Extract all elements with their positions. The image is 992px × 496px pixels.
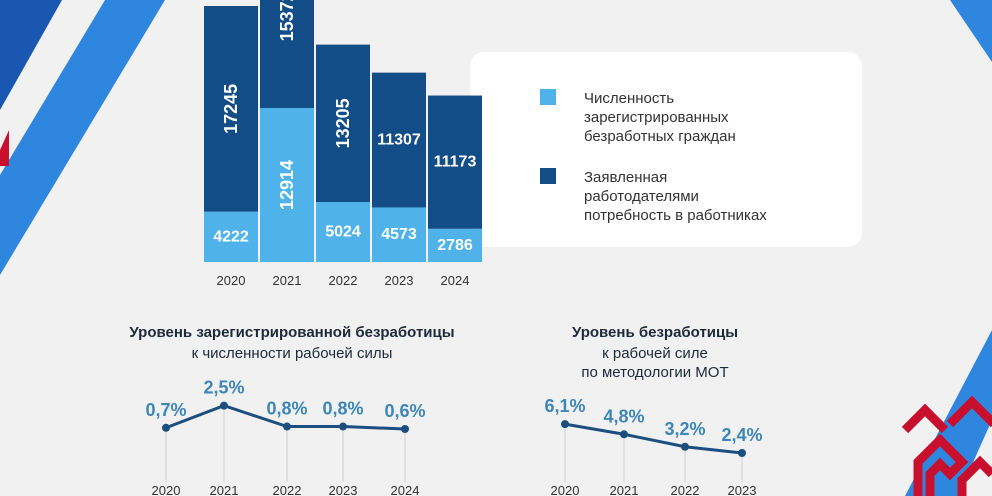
bar-label-demand-2021: 15372 xyxy=(277,0,297,41)
bar-label-unemployed-2023: 4573 xyxy=(381,226,417,243)
bar-unemployed-2023 xyxy=(372,207,426,262)
line-chart-2-year-label-2021: 2021 xyxy=(610,483,639,496)
line-chart-1-year-label-2023: 2023 xyxy=(329,483,358,496)
bar-label-unemployed-2022: 5024 xyxy=(325,224,361,241)
line-chart-2-subtitle-1: к рабочей силе xyxy=(602,345,708,362)
line-chart-1-value-label-2024: 0,6% xyxy=(384,401,425,421)
decor-left-red-mark xyxy=(0,130,9,166)
line-chart-1-year-label-2024: 2024 xyxy=(391,483,420,496)
line-chart-1-point-2023 xyxy=(339,422,347,431)
line-chart-1-point-2021 xyxy=(220,401,228,410)
line-chart-2-point-2022 xyxy=(681,442,689,451)
legend-card xyxy=(470,52,862,247)
line-chart-1-year-label-2020: 2020 xyxy=(152,483,181,496)
bar-unemployed-2022 xyxy=(316,202,370,262)
line-chart-2-point-2023 xyxy=(738,449,746,457)
bar-label-demand-2022: 13205 xyxy=(333,98,353,148)
bar-demand-2021 xyxy=(260,0,314,108)
bar-demand-2024 xyxy=(428,95,482,229)
line-chart-1-year-label-2022: 2022 xyxy=(273,483,302,496)
legend-label-1-line-2: зарегистрированных xyxy=(584,109,729,126)
decor-right-blue-stripe-top xyxy=(950,0,992,62)
bar-year-label-2021: 2021 xyxy=(273,273,302,288)
bar-year-label-2022: 2022 xyxy=(329,273,358,288)
legend-label-1-line-3: безработных граждан xyxy=(584,128,736,145)
line-chart-1-point-2020 xyxy=(162,423,170,432)
bar-demand-2022 xyxy=(316,44,370,203)
decor-right xyxy=(901,0,992,496)
line-chart-1-subtitle-1: к численности рабочей силы xyxy=(192,345,393,362)
decor-left-blue-stripe xyxy=(0,0,165,275)
legend-swatch-2 xyxy=(540,168,556,184)
line-chart-2-year-label-2023: 2023 xyxy=(728,483,757,496)
line-chart-1-value-label-2022: 0,8% xyxy=(266,399,307,419)
decor-ornament xyxy=(901,395,992,496)
line-chart-2-value-label-2021: 4,8% xyxy=(603,406,644,426)
ornament-piece-2 xyxy=(946,395,992,428)
bar-year-label-2024: 2024 xyxy=(441,273,470,288)
ornament-piece-1 xyxy=(913,433,969,496)
line-chart-1-point-2022 xyxy=(283,422,291,431)
bar-label-demand-2023: 11307 xyxy=(377,132,421,149)
legend-label-2-line-2: работодателями xyxy=(584,188,699,205)
ornament-piece-4 xyxy=(901,403,949,434)
bar-label-unemployed-2021: 12914 xyxy=(277,160,297,210)
line-chart-2-series-line xyxy=(564,422,743,455)
bar-label-unemployed-2020: 4222 xyxy=(213,228,249,245)
line-chart-2-value-label-2020: 6,1% xyxy=(544,396,585,416)
registered-unemployment-line-chart: Уровень зарегистрированной безработицы к … xyxy=(129,324,454,496)
legend-swatch-1 xyxy=(540,89,556,105)
decor-left-dark-stripe xyxy=(0,0,62,110)
legend-label-1-line-1: Численность xyxy=(584,90,674,107)
line-chart-2-title: Уровень безработицы xyxy=(572,324,738,341)
decor-left xyxy=(0,0,165,275)
line-chart-2-value-label-2022: 3,2% xyxy=(664,419,705,439)
legend-label-2-line-1: Заявленная xyxy=(584,169,667,186)
line-chart-2-point-2021 xyxy=(620,430,628,439)
line-chart-2-value-label-2023: 2,4% xyxy=(721,425,762,445)
bar-unemployed-2020 xyxy=(204,211,258,262)
line-chart-1-value-label-2020: 0,7% xyxy=(145,400,186,420)
bar-label-demand-2024: 11173 xyxy=(434,154,477,171)
bar-label-demand-2020: 17245 xyxy=(221,84,241,134)
line-chart-2-year-label-2020: 2020 xyxy=(551,483,580,496)
ornament-piece-3 xyxy=(957,455,992,496)
bar-year-label-2023: 2023 xyxy=(385,273,414,288)
bar-demand-2020 xyxy=(204,6,258,212)
bar-unemployed-2021 xyxy=(260,107,314,263)
line-chart-1-value-label-2023: 0,8% xyxy=(322,399,363,419)
line-chart-1-point-2024 xyxy=(401,425,409,433)
line-chart-2-point-2020 xyxy=(561,420,569,429)
bar-unemployed-2024 xyxy=(428,228,482,262)
legend-label-2-line-3: потребность в работниках xyxy=(584,207,767,224)
bar-year-label-2020: 2020 xyxy=(217,273,246,288)
line-chart-2-year-label-2022: 2022 xyxy=(671,483,700,496)
ilo-unemployment-line-chart: Уровень безработицы к рабочей силе по мето… xyxy=(544,324,762,496)
line-chart-1-value-label-2021: 2,5% xyxy=(203,378,244,398)
bar-demand-2023 xyxy=(372,72,426,208)
line-chart-2-subtitle-2: по методологии МОТ xyxy=(581,364,728,381)
bar-label-unemployed-2024: 2786 xyxy=(437,237,473,254)
stacked-bar-chart: 4222 17245 2020 12914 15372 2021 5024 13205 2022… xyxy=(204,0,482,288)
line-chart-1-title: Уровень зарегистрированной безработицы xyxy=(129,324,454,341)
bar-legend: Численность зарегистрированных безработных… xyxy=(540,89,767,224)
line-chart-1-year-label-2021: 2021 xyxy=(210,483,239,496)
